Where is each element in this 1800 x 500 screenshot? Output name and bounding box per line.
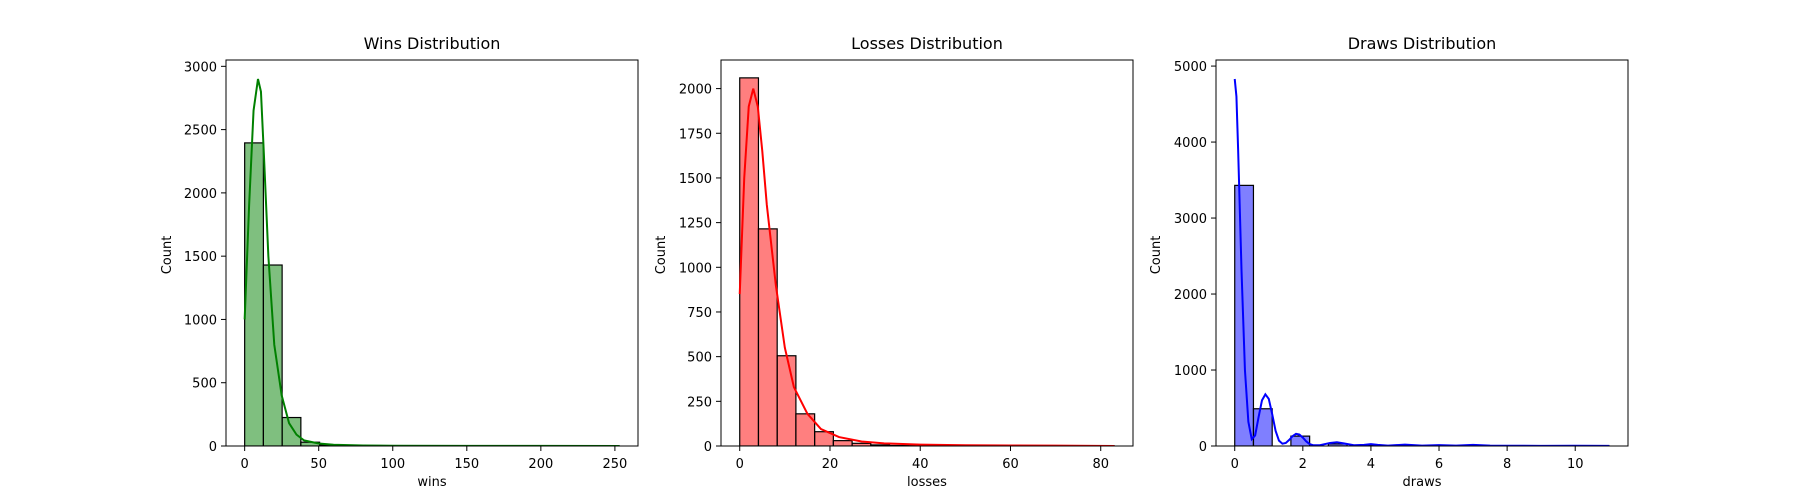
losses-axes-frame [720,59,1134,447]
losses-y-axis-label: Count [654,236,669,275]
wins-y-tick-label: 500 [192,377,217,392]
losses-y-tick-label: 1500 [679,172,712,187]
losses-y-tick-label: 250 [687,395,712,410]
losses-chart-title: Losses Distribution [851,34,1003,53]
draws-x-tick-label: 0 [1231,457,1239,472]
losses-y-tick-label: 1250 [679,217,712,232]
losses-plot-area: 0 20 40 60 80 0 250 500 750 1000 1250 1500 1750 2000 [679,59,1134,472]
wins-y-tick-label: 1500 [184,250,217,265]
losses-y-tick-label: 0 [704,440,712,455]
draws-y-tick-label: 5000 [1174,60,1207,75]
losses-bar-2 [776,355,797,446]
draws-y-tick-label: 3000 [1174,212,1207,227]
wins-bar-0 [244,142,264,446]
wins-y-tick-label: 0 [209,440,217,455]
losses-panel: Losses Distribution 0 20 40 60 80 0 250 500 750 1… [654,34,1134,490]
losses-bar-5 [832,440,853,446]
losses-x-tick-label: 60 [1002,457,1019,472]
wins-y-axis-label: Count [160,236,175,275]
wins-axes-frame [225,59,639,447]
losses-bar-1 [757,228,778,446]
losses-x-tick-label: 0 [736,457,744,472]
draws-y-tick-label: 0 [1199,440,1207,455]
wins-bar-1 [262,264,283,446]
draws-kde-line [1233,78,1610,446]
wins-y-tick-label: 1000 [184,313,217,328]
draws-chart-title: Draws Distribution [1348,34,1497,53]
wins-x-tick-label: 0 [241,457,249,472]
losses-bar-3 [795,413,816,446]
draws-y-tick-label: 2000 [1174,288,1207,303]
wins-y-tick-label: 2500 [184,124,217,139]
draws-y-tick-label: 1000 [1174,364,1207,379]
draws-panel: Draws Distribution 0 2 4 6 8 10 0 1000 2000 3000 4… [1149,34,1629,490]
draws-x-tick-label: 6 [1435,457,1443,472]
wins-panel: Wins Distribution 0 50 100 150 200 2500500100… [160,34,639,490]
losses-y-tick-label: 1000 [679,261,712,276]
wins-x-tick-label: 200 [528,457,553,472]
draws-axes-frame [1215,59,1629,447]
draws-bar-0 [1234,184,1255,446]
wins-bar-2 [281,416,302,446]
losses-x-tick-label: 40 [912,457,929,472]
losses-kde-line [738,88,1115,446]
losses-bar-0 [739,77,760,446]
wins-x-tick-label: 50 [310,457,327,472]
draws-x-axis-label: draws [1403,475,1442,490]
losses-y-tick-label: 750 [687,306,712,321]
draws-x-tick-label: 10 [1567,457,1584,472]
wins-x-tick-label: 250 [602,457,627,472]
wins-y-tick-label: 3000 [184,60,217,75]
draws-y-tick-label: 4000 [1174,136,1207,151]
wins-x-axis-label: wins [417,475,446,490]
wins-x-tick-label: 150 [454,457,479,472]
wins-y-tick-label: 2000 [184,187,217,202]
draws-x-tick-label: 2 [1299,457,1307,472]
wins-chart-title: Wins Distribution [364,34,501,53]
losses-y-tick-label: 500 [687,351,712,366]
draws-plot-area: 0 2 4 6 8 10 0 1000 2000 3000 4000 5000 [1174,59,1629,472]
losses-bar-4 [814,431,834,446]
losses-y-tick-label: 2000 [679,83,712,98]
losses-x-axis-label: losses [907,475,947,490]
wins-x-tick-label: 100 [380,457,405,472]
losses-x-tick-label: 80 [1092,457,1109,472]
draws-x-tick-label: 8 [1503,457,1511,472]
losses-y-tick-label: 1750 [679,127,712,142]
draws-x-tick-label: 4 [1367,457,1375,472]
draws-y-axis-label: Count [1149,236,1164,275]
losses-x-tick-label: 20 [822,457,839,472]
